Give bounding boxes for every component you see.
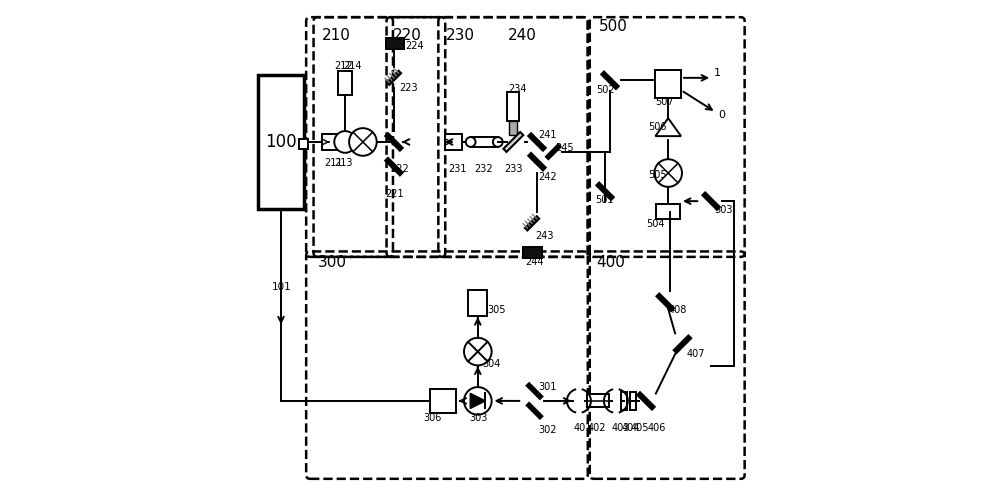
Polygon shape [637,392,655,410]
Text: 241: 241 [538,129,557,139]
Text: 503: 503 [714,204,733,215]
Bar [386,38,404,49]
Text: 404: 404 [622,423,640,433]
Text: 223: 223 [399,83,418,93]
Text: 301: 301 [538,382,557,392]
Text: 224: 224 [405,41,424,51]
Polygon shape [657,294,674,311]
Text: 1: 1 [714,68,721,78]
Circle shape [466,137,476,147]
Polygon shape [385,133,403,151]
Bar [655,70,681,98]
Text: 240: 240 [507,28,536,44]
Bar [445,133,462,150]
Bar [621,391,627,410]
Text: 408: 408 [669,305,687,314]
Text: 306: 306 [424,413,442,423]
Text: 506: 506 [648,122,666,132]
Text: 210: 210 [321,28,350,44]
Text: 101: 101 [272,282,292,293]
Text: 214: 214 [344,61,362,70]
Text: 402: 402 [588,423,606,433]
Text: 244: 244 [526,257,544,267]
Bar [656,204,680,219]
Text: 230: 230 [446,28,475,44]
Circle shape [464,387,492,415]
Text: 212: 212 [334,61,352,70]
Polygon shape [527,383,542,399]
Circle shape [654,159,682,187]
Bar [587,394,609,407]
Polygon shape [596,183,614,200]
Bar [507,92,519,121]
Text: 233: 233 [504,164,522,174]
Polygon shape [674,335,691,353]
Text: 504: 504 [646,219,665,229]
Text: 505: 505 [648,170,667,180]
Text: 0: 0 [718,110,725,120]
Text: 242: 242 [538,173,557,183]
Text: 305: 305 [488,305,506,314]
Circle shape [349,128,377,156]
Polygon shape [385,158,403,176]
Polygon shape [527,403,542,419]
Bar [468,290,487,315]
Text: 245: 245 [556,143,574,153]
Text: 243: 243 [536,231,554,241]
Text: 406: 406 [648,423,666,433]
Polygon shape [470,393,485,409]
Text: 401: 401 [574,423,592,433]
Text: 100: 100 [265,133,297,151]
Text: 501: 501 [595,195,613,205]
Bar [430,388,456,413]
Text: 300: 300 [318,255,347,270]
Text: 234: 234 [508,84,526,94]
Bar [471,136,498,147]
Text: 507: 507 [655,98,674,108]
Text: 302: 302 [538,425,557,434]
Text: 407: 407 [686,349,705,359]
Text: 303: 303 [469,413,487,423]
Bar [523,247,542,258]
Text: 213: 213 [334,158,352,168]
Text: 500: 500 [599,18,628,34]
Text: 502: 502 [596,85,615,95]
Bar [299,138,308,149]
Text: 405: 405 [630,423,649,433]
Polygon shape [601,71,619,89]
Circle shape [334,131,356,153]
Bar [509,121,517,134]
Text: 211: 211 [324,158,342,168]
Text: 403: 403 [611,423,630,433]
Polygon shape [655,118,681,136]
Text: 232: 232 [474,164,493,174]
Text: 304: 304 [482,359,501,369]
Polygon shape [528,153,546,171]
Text: 222: 222 [390,164,409,174]
Circle shape [464,338,492,366]
Text: 221: 221 [386,189,404,199]
Text: 400: 400 [596,255,625,270]
Polygon shape [702,192,720,210]
Polygon shape [528,133,546,151]
Text: 220: 220 [393,28,422,44]
Bar [322,134,338,150]
Bar [630,391,636,410]
Bar [338,71,352,95]
Bar [258,75,304,208]
Text: 231: 231 [448,164,467,174]
Polygon shape [546,144,561,159]
Polygon shape [503,132,523,152]
Circle shape [493,137,503,147]
